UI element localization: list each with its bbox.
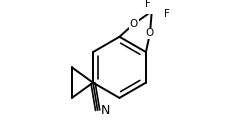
Text: O: O <box>130 19 138 29</box>
Text: F: F <box>164 9 169 19</box>
Text: N: N <box>101 104 110 117</box>
Text: O: O <box>146 28 154 38</box>
Text: F: F <box>145 0 151 9</box>
